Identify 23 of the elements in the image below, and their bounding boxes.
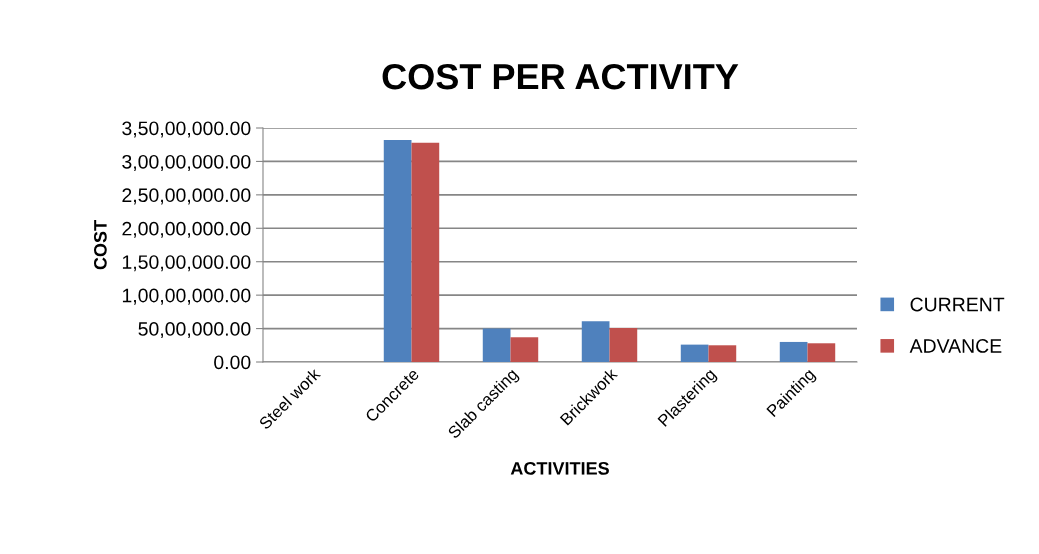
y-tick-label: 3,50,00,000.00 <box>122 121 251 138</box>
legend-label: ADVANCE <box>909 339 1002 353</box>
y-tick-label: 2,50,00,000.00 <box>122 188 251 205</box>
y-tick-label: 1,50,00,000.00 <box>122 255 251 272</box>
y-tick-label: 1,00,00,000.00 <box>122 288 251 305</box>
y-tick-label: 50,00,000.00 <box>138 322 251 339</box>
y-tick-label: 0.00 <box>214 355 251 370</box>
chart-title: COST PER ACTIVITY <box>382 63 739 90</box>
bar <box>807 343 836 362</box>
bar <box>609 327 638 362</box>
bar <box>680 344 709 362</box>
bar <box>411 142 440 362</box>
y-tick-label: 3,00,00,000.00 <box>122 154 251 171</box>
bar <box>581 321 610 362</box>
bar <box>708 345 737 362</box>
x-axis-title: ACTIVITIES <box>510 461 609 475</box>
bar <box>383 140 412 362</box>
legend-label: CURRENT <box>910 297 1005 312</box>
y-axis-title: COST <box>93 220 107 270</box>
bar <box>779 341 808 362</box>
bar <box>510 337 539 362</box>
y-tick-label: 2,00,00,000.00 <box>122 221 251 238</box>
bar <box>482 328 511 362</box>
